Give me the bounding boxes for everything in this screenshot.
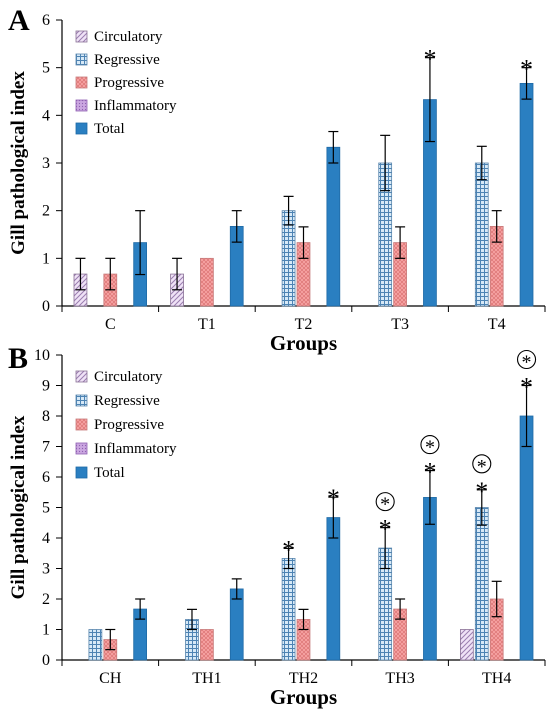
- significance-star: *: [379, 515, 392, 544]
- bar-progressive-t1: [200, 257, 214, 307]
- legend-swatch: [75, 394, 88, 407]
- x-tick-label: CH: [99, 670, 122, 687]
- bar-total-th4: [519, 415, 534, 661]
- y-tick-label: 7: [42, 439, 50, 456]
- y-tick-label: 3: [42, 561, 50, 578]
- legend-swatch: [75, 53, 88, 66]
- bar-regressive-ch: [88, 629, 103, 661]
- significance-circled-star: *: [425, 437, 435, 459]
- y-tick-label: 4: [42, 107, 50, 124]
- legend-swatch: [75, 99, 88, 112]
- legend-label: Circulatory: [94, 369, 163, 385]
- y-tick-label: 6: [42, 469, 50, 486]
- y-tick-label: 0: [42, 652, 50, 669]
- significance-star: *: [520, 55, 533, 84]
- legend-swatch: [75, 30, 88, 43]
- legend-swatch: [75, 122, 88, 135]
- y-tick-label: 4: [42, 530, 50, 547]
- legend-label: Regressive: [94, 393, 160, 409]
- legend-label: Circulatory: [94, 29, 163, 45]
- legend-label: Total: [94, 121, 125, 137]
- y-tick-label: 3: [42, 155, 50, 172]
- y-tick-label: 1: [42, 622, 50, 639]
- panel-letter: A: [8, 4, 30, 37]
- x-tick-label: T2: [295, 316, 313, 333]
- y-tick-label: 1: [42, 250, 50, 267]
- legend-label: Progressive: [94, 75, 164, 91]
- x-tick-label: TH4: [482, 670, 511, 687]
- y-tick-label: 2: [42, 203, 50, 220]
- legend-swatch: [75, 466, 88, 479]
- y-tick-label: 6: [42, 12, 50, 29]
- significance-star: *: [327, 484, 340, 513]
- x-tick-label: C: [105, 316, 116, 333]
- bar-progressive-th1: [200, 629, 214, 661]
- panel-letter: B: [8, 342, 28, 375]
- significance-circled-star: *: [477, 456, 487, 478]
- y-tick-label: 9: [42, 378, 50, 395]
- x-tick-label: T3: [391, 316, 409, 333]
- bar-regressive-t4: [474, 162, 489, 307]
- significance-circle: [516, 349, 537, 370]
- legend-label: Progressive: [94, 417, 164, 433]
- significance-star: *: [423, 45, 436, 74]
- chart-panel-a: A 0 1 2 3 4 5 6 C T1 T2 T3 T4 * * Circulatory Regressive…: [8, 4, 546, 355]
- legend-label: Inflammatory: [94, 98, 177, 114]
- significance-circle: [375, 492, 395, 512]
- significance-star: *: [520, 373, 533, 402]
- legend-swatch: [75, 76, 88, 89]
- y-tick-label: 0: [42, 298, 50, 315]
- y-axis-label: Gill pathological index: [8, 415, 29, 599]
- significance-circled-star: *: [380, 494, 390, 516]
- bar-total-th2: [326, 517, 341, 661]
- significance-star: *: [282, 535, 295, 564]
- y-axis-label: Gill pathological index: [8, 71, 29, 255]
- x-tick-label: TH2: [289, 670, 318, 687]
- y-tick-label: 8: [42, 408, 50, 425]
- y-tick-label: 10: [34, 347, 50, 364]
- x-axis-title: Groups: [270, 331, 337, 355]
- x-tick-label: T4: [488, 316, 506, 333]
- bar-total-t4: [519, 82, 534, 307]
- y-tick-label: 5: [42, 60, 50, 77]
- bar-circulatory-th4: [459, 629, 474, 661]
- legend-label: Total: [94, 465, 125, 481]
- legend-label: Inflammatory: [94, 441, 177, 457]
- significance-star: *: [423, 458, 436, 487]
- x-tick-label: T1: [198, 316, 216, 333]
- x-tick-label: TH3: [385, 670, 414, 687]
- y-tick-label: 2: [42, 591, 50, 608]
- x-axis-title: Groups: [270, 685, 337, 709]
- significance-circle: [472, 454, 492, 474]
- x-tick-label: TH1: [192, 670, 221, 687]
- bar-regressive-th4: [474, 507, 489, 661]
- legend-swatch: [75, 442, 88, 455]
- significance-circled-star: *: [522, 352, 532, 374]
- significance-circle: [420, 435, 440, 455]
- y-tick-label: 5: [42, 500, 50, 517]
- bar-total-t2: [326, 146, 341, 307]
- legend-swatch: [75, 418, 88, 431]
- legend-swatch: [75, 370, 88, 383]
- bar-regressive-th2: [281, 558, 296, 661]
- legend-label: Regressive: [94, 52, 160, 68]
- significance-star: *: [475, 477, 488, 506]
